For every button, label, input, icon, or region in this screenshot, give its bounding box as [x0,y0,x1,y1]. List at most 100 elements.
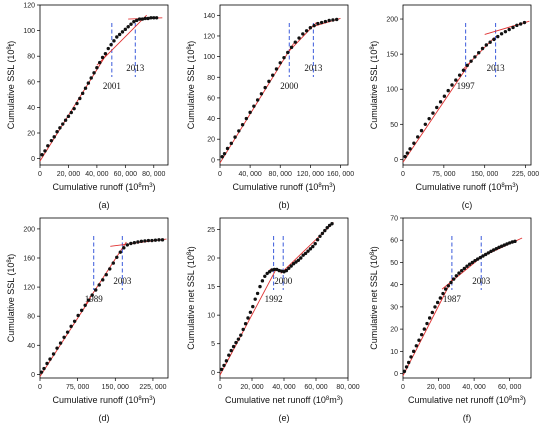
x-tick-label: 225, 000 [139,384,166,391]
breakpoint-year-label: 2013 [126,63,145,73]
x-tick-label: 20, 000 [427,384,450,391]
y-tick-label: 0 [211,157,215,164]
x-tick-label: 40, 000 [238,171,261,178]
y-tick-label: 5 [211,341,215,348]
data-point [457,73,462,77]
y-tick-label: 120 [23,3,35,10]
data-point [225,146,230,151]
data-point [496,34,500,39]
data-point [461,68,466,72]
data-point [222,363,226,368]
data-point [323,228,327,233]
x-tick-label: 75, 000 [66,384,89,391]
plot-frame [39,217,169,379]
data-point [115,35,119,39]
y-tick-label: 80 [207,75,215,82]
y-tick-label: 100 [203,54,215,61]
data-point [52,135,56,139]
data-point [481,254,485,258]
data-point [330,222,334,226]
x-tick-label: 80, 000 [142,171,165,178]
data-point [422,327,427,331]
data-point [246,316,250,320]
data-point [150,238,154,243]
y-tick-label: 50 [390,122,398,129]
plot-frame [39,4,169,166]
data-point [72,319,77,323]
data-point [320,231,325,236]
data-point [39,370,44,374]
data-point [417,338,421,342]
plot-frame [219,217,349,379]
data-point [135,18,139,23]
data-point [282,55,286,60]
y-tick-label: 40 [207,116,215,123]
data-point [222,151,227,156]
breakpoint-year-label: 2000 [280,81,299,91]
data-point [143,239,147,243]
data-point [408,147,412,151]
data-point [89,76,93,80]
data-point [446,284,451,288]
data-point [258,284,262,289]
data-point [308,247,313,251]
x-tick-label: 20, 000 [57,171,80,178]
y-tick-label: 200 [23,226,35,233]
data-point [100,55,105,60]
data-point [46,144,50,148]
x-tick-label: 80, 000 [269,171,292,178]
y-tick-label: 20 [27,131,35,138]
x-tick-label: 0 [38,384,42,391]
y-tick-label: 160 [23,256,35,263]
x-tick-label: 60, 000 [498,384,521,391]
data-point [431,111,435,115]
data-point [248,310,253,314]
data-point [433,305,437,309]
data-point [483,252,488,257]
plot-frame [402,217,532,379]
y-tick-label: 10 [207,313,215,320]
data-point [272,267,277,272]
panel-label: (d) [99,413,110,423]
data-point [299,256,303,260]
x-tick-label: 40, 000 [85,171,108,178]
data-point [265,271,269,276]
breakpoint-year-label: 2003 [472,276,491,286]
data-point [236,337,241,341]
y-axis-label: Cumulative SSL (108t) [369,41,379,130]
data-point [450,83,454,87]
data-point [252,104,256,108]
data-point [286,50,290,55]
y-axis-label: Cumulative SSL (108t) [6,41,16,130]
data-point [443,287,448,291]
x-tick-label: 0 [401,171,405,178]
data-point [499,244,504,248]
breakpoint-year-label: 1989 [85,294,104,304]
data-point [157,238,161,242]
y-tick-label: 20 [207,256,215,263]
data-point [327,18,331,23]
data-point [129,22,133,26]
data-point [449,280,453,285]
data-point [90,293,94,297]
data-point [80,91,85,96]
data-point [473,258,477,263]
data-point [327,223,332,228]
data-point [101,278,105,282]
data-point [120,30,125,34]
data-point [112,39,116,43]
panel-label: (a) [99,200,110,210]
data-point [291,262,296,266]
data-point [233,135,237,139]
x-tick-label: 80, 000 [336,384,359,391]
data-point [248,110,252,115]
data-point [259,92,264,96]
x-tick-label: 0 [218,384,222,391]
data-point [49,138,54,143]
x-tick-label: 225, 000 [512,171,539,178]
y-tick-label: 0 [31,156,35,163]
data-point [510,240,515,244]
data-point [522,20,527,25]
data-point [65,330,70,334]
breakpoint-year-label: 2000 [274,276,293,286]
